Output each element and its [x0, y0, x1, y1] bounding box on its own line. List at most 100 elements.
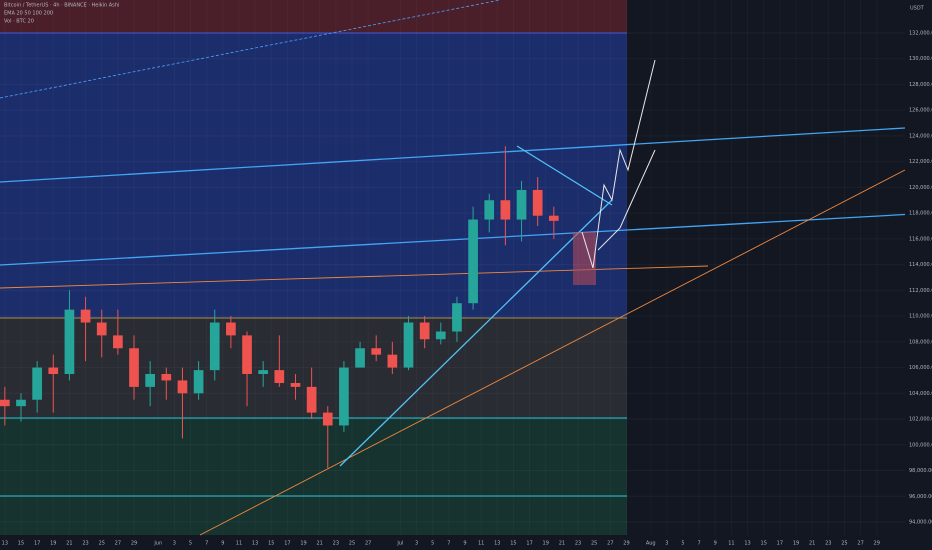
- candle-body: [209, 322, 220, 371]
- x-tick-label: 25: [591, 541, 597, 547]
- candle-body: [96, 322, 107, 336]
- candle-body: [48, 367, 59, 374]
- x-tick-label: Jul: [396, 541, 403, 547]
- x-tick-label: 23: [333, 541, 339, 547]
- price-axis: [905, 0, 932, 550]
- candle-body: [161, 373, 172, 381]
- x-tick-label: 13: [494, 541, 500, 547]
- x-tick-label: 15: [761, 541, 767, 547]
- projection-arrow: [597, 149, 656, 251]
- zone-red: [0, 0, 627, 33]
- x-tick-label: 9: [714, 541, 717, 547]
- trend-line: [0, 212, 932, 266]
- candle-body: [355, 348, 365, 368]
- x-tick-label: 7: [698, 541, 701, 547]
- x-tick-label: 3: [415, 541, 418, 547]
- candle-body: [32, 367, 42, 400]
- x-tick-label: 23: [825, 541, 831, 547]
- y-tick-label: 114,000.00: [909, 262, 932, 268]
- candle-body: [484, 200, 495, 220]
- x-tick-label: 25: [841, 541, 847, 547]
- y-tick-label: 106,000.00: [909, 365, 932, 371]
- target-box: [573, 232, 596, 285]
- candle-body: [129, 348, 139, 387]
- x-tick-label: 27: [857, 541, 863, 547]
- x-tick-label: 19: [300, 541, 306, 547]
- x-tick-label: 5: [189, 541, 192, 547]
- y-tick-label: 100,000.00: [909, 442, 932, 448]
- candle-body: [532, 189, 543, 216]
- trend-line: [0, 127, 906, 183]
- x-tick-label: 23: [575, 541, 581, 547]
- x-tick-label: 27: [365, 541, 371, 547]
- candle-body: [258, 370, 269, 374]
- candle-body: [226, 322, 236, 336]
- x-tick-label: 19: [543, 541, 549, 547]
- candle-body: [177, 380, 188, 394]
- indicator: Vol · BTC 20: [4, 19, 34, 25]
- candle-body: [193, 370, 204, 394]
- y-tick-label: 104,000.00: [909, 391, 932, 397]
- trend-line: [199, 169, 906, 536]
- x-tick-label: 11: [728, 541, 734, 547]
- x-tick-label: 29: [874, 541, 880, 547]
- trend-line: [516, 145, 613, 206]
- x-tick-label: 17: [284, 541, 290, 547]
- candle-body: [113, 335, 123, 349]
- x-tick-label: 3: [173, 541, 176, 547]
- candle-body: [64, 309, 75, 374]
- x-tick-label: 25: [349, 541, 355, 547]
- x-tick-label: 29: [131, 541, 137, 547]
- y-tick-label: 110,000.00: [909, 314, 932, 320]
- x-tick-label: 23: [82, 541, 88, 547]
- x-tick-label: 13: [744, 541, 750, 547]
- candle-body: [145, 373, 156, 387]
- zone-blue: [0, 33, 627, 318]
- y-tick-label: 112,000.00: [909, 288, 932, 294]
- y-tick-label: 116,000.00: [909, 236, 932, 242]
- x-tick-label: Jun: [153, 541, 162, 547]
- candle-body: [387, 354, 398, 368]
- candle-body: [452, 303, 462, 332]
- x-tick-label: 5: [431, 541, 434, 547]
- y-tick-label: 128,000.00: [909, 82, 932, 88]
- x-tick-label: Aug: [646, 541, 656, 547]
- candle-body: [371, 348, 382, 355]
- x-tick-label: 19: [793, 541, 799, 547]
- y-tick-label: 118,000.00: [909, 211, 932, 217]
- candle-body: [290, 383, 301, 387]
- x-tick-label: 15: [18, 541, 24, 547]
- x-tick-label: 13: [2, 541, 8, 547]
- candle-body: [435, 331, 446, 340]
- x-tick-label: 7: [447, 541, 450, 547]
- y-tick-label: 108,000.00: [909, 339, 932, 345]
- trend-line: [339, 199, 613, 467]
- candle-body: [242, 335, 252, 374]
- x-tick-label: 21: [559, 541, 565, 547]
- x-tick-label: 17: [777, 541, 783, 547]
- x-tick-label: 13: [252, 541, 258, 547]
- y-tick-label: 98,000.00: [909, 468, 932, 474]
- candle-body: [274, 370, 285, 384]
- x-tick-label: 9: [463, 541, 466, 547]
- x-tick-label: 25: [99, 541, 105, 547]
- x-tick-label: 7: [205, 541, 208, 547]
- candle-body: [16, 399, 26, 407]
- chart-title: Bitcoin / TetherUS · 4h · BINANCE · Heik…: [4, 3, 119, 9]
- y-tick-label: 132,000.00: [909, 30, 932, 36]
- candle-body: [403, 322, 414, 368]
- x-tick-label: 21: [317, 541, 323, 547]
- x-tick-label: 21: [66, 541, 72, 547]
- projection-arrow: [581, 59, 656, 269]
- x-tick-label: 3: [665, 541, 668, 547]
- candle-body: [0, 399, 10, 407]
- x-tick-label: 15: [510, 541, 516, 547]
- y-tick-label: 130,000.00: [909, 56, 932, 62]
- x-tick-label: 5: [681, 541, 684, 547]
- indicator: EMA 20 50 100 200: [4, 11, 53, 17]
- y-tick-label: 122,000.00: [909, 159, 932, 165]
- y-tick-label: 126,000.00: [909, 108, 932, 114]
- y-tick-label: 96,000.00: [909, 494, 932, 500]
- candle-body: [80, 309, 91, 323]
